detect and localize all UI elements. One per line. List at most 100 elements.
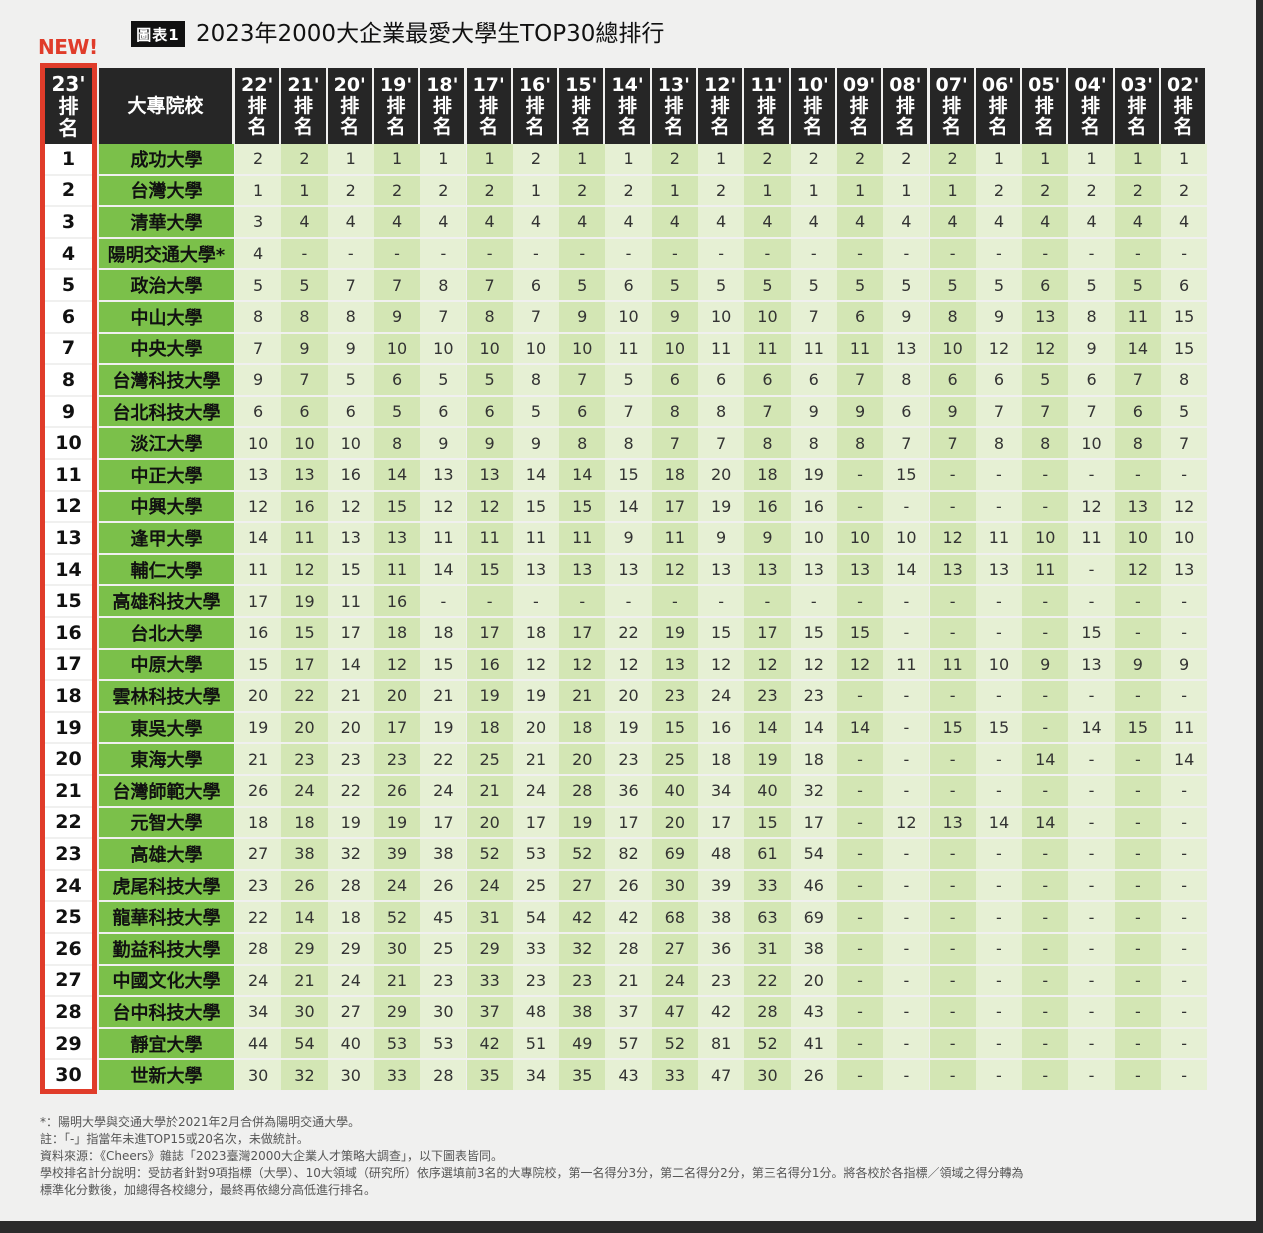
rank-value: 12 bbox=[698, 649, 745, 682]
rank-value: 7 bbox=[512, 302, 560, 334]
rank-value: 23 bbox=[420, 965, 467, 998]
rank-value: - bbox=[1022, 870, 1069, 903]
rank-value: 14 bbox=[327, 649, 374, 682]
rank-value: 10 bbox=[744, 302, 791, 334]
rank-value: - bbox=[929, 744, 976, 776]
header-text: 12' bbox=[704, 73, 737, 96]
rank-value: 6 bbox=[1161, 270, 1208, 302]
rank-value: - bbox=[929, 902, 976, 934]
rank-value: 17 bbox=[559, 618, 606, 650]
header-text: 排 bbox=[803, 94, 823, 117]
rank-value: 52 bbox=[559, 839, 606, 871]
rank-value: 5 bbox=[1114, 270, 1161, 302]
rank-value: 9 bbox=[466, 428, 513, 460]
rank-value: 6 bbox=[420, 396, 467, 429]
rank-value: 34 bbox=[235, 997, 282, 1029]
rank-cell: 3 bbox=[45, 207, 92, 239]
rank-value: - bbox=[929, 618, 976, 650]
rank-value: 23 bbox=[281, 744, 328, 776]
rank-value: 8 bbox=[559, 428, 606, 460]
rank-value: 10 bbox=[605, 302, 652, 334]
rank-cell: 16 bbox=[45, 618, 92, 650]
header-text: 名 bbox=[803, 115, 823, 138]
rank-value: 19 bbox=[420, 712, 467, 745]
rank-value: 16 bbox=[235, 618, 282, 650]
rank-value: 20 bbox=[281, 712, 328, 745]
rank-value: - bbox=[836, 681, 884, 713]
rank-value: - bbox=[836, 807, 884, 840]
rank-value: 11 bbox=[512, 523, 560, 555]
rank-value: 6 bbox=[1022, 270, 1069, 302]
rank-value: - bbox=[1114, 839, 1161, 871]
rank-value: 8 bbox=[1068, 302, 1115, 334]
year-column-header: 08' 排名 bbox=[883, 68, 930, 144]
rank-value: 8 bbox=[235, 302, 282, 334]
header-text: 排 bbox=[525, 94, 545, 117]
rank-value: - bbox=[1068, 807, 1115, 840]
rank-value: 53 bbox=[420, 1028, 467, 1061]
rank-value: 14 bbox=[744, 712, 791, 745]
rank-cell: 2 bbox=[45, 175, 92, 208]
rank-value: - bbox=[975, 965, 1023, 998]
year-column-header: 14' 排名 bbox=[605, 68, 652, 144]
rank-value: 14 bbox=[420, 554, 467, 587]
rank-value: 10 bbox=[698, 302, 745, 334]
rank-value: 4 bbox=[744, 207, 791, 239]
rank-value: 18 bbox=[512, 618, 560, 650]
rank-value: 12 bbox=[1114, 554, 1161, 587]
rank-value: 45 bbox=[420, 902, 467, 934]
rank-value: 9 bbox=[605, 523, 652, 555]
rank-value: 15 bbox=[235, 649, 282, 682]
rank-value: 6 bbox=[698, 365, 745, 397]
rank-value: 7 bbox=[373, 270, 421, 302]
rank-value: 9 bbox=[651, 302, 698, 334]
rank-value: 27 bbox=[327, 997, 374, 1029]
header-text: 名 bbox=[618, 115, 638, 138]
header-text: 15' bbox=[565, 73, 598, 96]
rank-value: - bbox=[929, 1028, 976, 1061]
rank-value: - bbox=[1161, 586, 1208, 618]
school-name: 清華大學 bbox=[99, 207, 234, 239]
rank-value: - bbox=[1114, 934, 1161, 966]
rank-value: - bbox=[929, 1060, 976, 1092]
header-text: 11' bbox=[750, 73, 783, 96]
rank-value: 12 bbox=[744, 649, 791, 682]
school-name: 虎尾科技大學 bbox=[99, 870, 234, 903]
rank-value: - bbox=[975, 1028, 1023, 1061]
rank-value: 2 bbox=[235, 144, 282, 176]
rank-value: 13 bbox=[929, 554, 976, 587]
rank-value: - bbox=[1068, 554, 1115, 587]
header-text: 排 bbox=[988, 94, 1008, 117]
rank-value: - bbox=[559, 586, 606, 618]
rank-value: 13 bbox=[883, 333, 930, 366]
rank-value: 4 bbox=[1114, 207, 1161, 239]
rank-value: - bbox=[1068, 460, 1115, 492]
header-text: 名 bbox=[1081, 115, 1101, 138]
rank-value: 7 bbox=[605, 396, 652, 429]
rank-value: 24 bbox=[651, 965, 698, 998]
school-name: 成功大學 bbox=[99, 144, 234, 176]
school-name: 中國文化大學 bbox=[99, 965, 234, 998]
rank-value: 27 bbox=[651, 934, 698, 966]
rank-value: 52 bbox=[373, 902, 421, 934]
rank-value: 10 bbox=[1022, 523, 1069, 555]
rank-value: 20 bbox=[559, 744, 606, 776]
rank-value: 5 bbox=[281, 270, 328, 302]
rank-value: 14 bbox=[1161, 744, 1208, 776]
rank-cell: 28 bbox=[45, 997, 92, 1029]
rank-value: - bbox=[1114, 902, 1161, 934]
rank-value: 18 bbox=[466, 712, 513, 745]
rank-value: 34 bbox=[698, 776, 745, 808]
rank-value: 20 bbox=[605, 681, 652, 713]
rank-value: 6 bbox=[836, 302, 884, 334]
rank-value: - bbox=[836, 1028, 884, 1061]
rank-value: - bbox=[698, 586, 745, 618]
school-name: 東吳大學 bbox=[99, 712, 234, 745]
rank-value: 29 bbox=[327, 934, 374, 966]
rank-value: 6 bbox=[373, 365, 421, 397]
rank-value: 1 bbox=[281, 175, 328, 208]
rank-value: - bbox=[975, 997, 1023, 1029]
rank-value: 5 bbox=[929, 270, 976, 302]
rank-value: 21 bbox=[420, 681, 467, 713]
rank-value: 16 bbox=[698, 712, 745, 745]
